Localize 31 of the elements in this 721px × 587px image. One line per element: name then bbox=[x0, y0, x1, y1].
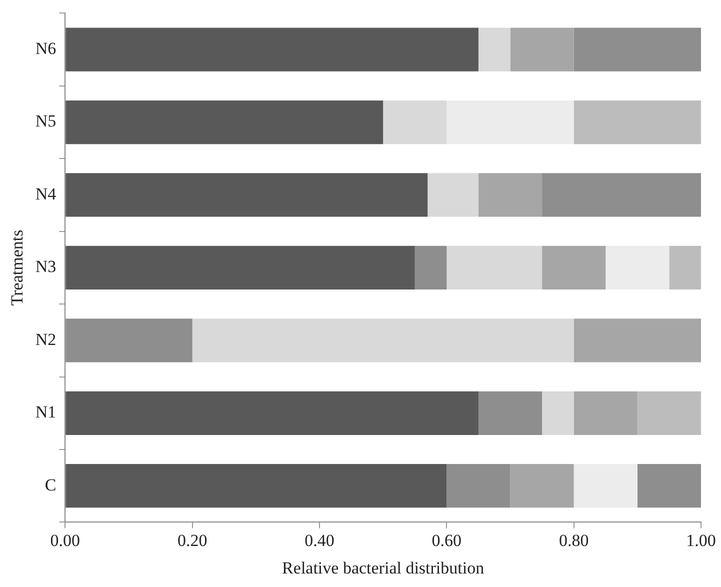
y-tick-label: C bbox=[44, 475, 56, 494]
bar bbox=[669, 246, 701, 290]
bar bbox=[606, 246, 670, 290]
bar bbox=[66, 28, 478, 72]
bar bbox=[574, 318, 701, 362]
bar bbox=[66, 246, 415, 290]
y-tick-label: N5 bbox=[35, 112, 56, 131]
x-tick-label: 0.80 bbox=[558, 530, 589, 550]
bar bbox=[66, 464, 447, 508]
bar bbox=[510, 28, 574, 72]
bar bbox=[66, 173, 428, 217]
bar bbox=[192, 318, 574, 362]
x-tick-label: 1.00 bbox=[686, 530, 716, 550]
bar bbox=[428, 173, 478, 217]
x-tick-label: 0.00 bbox=[50, 530, 80, 550]
x-tick-label: 0.60 bbox=[432, 530, 462, 550]
bar bbox=[66, 100, 384, 144]
y-tick-label: N4 bbox=[35, 184, 57, 204]
y-axis-title: Treatments bbox=[8, 230, 27, 306]
x-tick-label: 0.20 bbox=[177, 530, 208, 550]
y-tick-label: N3 bbox=[35, 257, 56, 276]
bar bbox=[478, 28, 510, 72]
bar bbox=[510, 464, 574, 508]
bar bbox=[383, 100, 447, 144]
x-tick-label: 0.40 bbox=[304, 530, 334, 550]
bar bbox=[66, 391, 478, 435]
y-tick-label: N1 bbox=[35, 402, 56, 422]
bar bbox=[478, 173, 542, 217]
y-tick-label: N2 bbox=[35, 330, 56, 349]
y-tick-label: N6 bbox=[35, 39, 56, 58]
x-axis-title: Relative bacterial distribution bbox=[282, 558, 485, 578]
